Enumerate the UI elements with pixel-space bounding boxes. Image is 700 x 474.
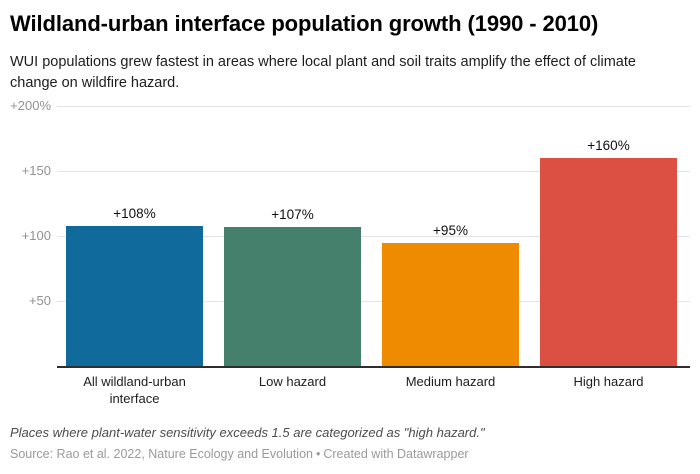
plot-area: +108% +107% +95% +160%	[57, 106, 690, 368]
bars-container: +108% +107% +95% +160%	[66, 106, 677, 366]
source-text: Source: Rao et al. 2022, Nature Ecology …	[10, 447, 313, 461]
bar-value-label: +160%	[587, 138, 630, 153]
bar-value-label: +95%	[433, 222, 468, 238]
bar-medium-hazard[interactable]	[382, 242, 519, 366]
footnote: Places where plant-water sensitivity exc…	[10, 425, 485, 440]
bar-high-hazard[interactable]	[540, 158, 677, 366]
bar-value-label: +108%	[113, 205, 156, 221]
y-tick-label: +50	[28, 293, 51, 308]
x-category-label-medium-hazard: Medium hazard	[405, 374, 496, 389]
gridline	[57, 171, 690, 172]
x-axis: All wildland-urban interface Low hazard Me…	[66, 373, 677, 407]
source-separator: •	[315, 447, 321, 461]
gridline	[57, 236, 690, 237]
bar-value-label: +107%	[271, 206, 314, 222]
source-line: Source: Rao et al. 2022, Nature Ecology …	[10, 447, 469, 461]
bar-group-all-wildland-urban-interface: +108%	[66, 106, 203, 366]
datawrapper-credit[interactable]: Created with Datawrapper	[323, 447, 469, 461]
bar-all-wildland-urban-interface[interactable]	[66, 225, 203, 366]
y-tick-label: +200%	[10, 98, 51, 113]
page-title: Wildland-urban interface population grow…	[10, 11, 599, 36]
x-category-label-high-hazard: High hazard	[573, 374, 644, 389]
bar-group-high-hazard: +160%	[540, 106, 677, 366]
x-category-label-all-wildland-urban-interface: All wildland-urban interface	[83, 374, 186, 406]
y-tick-label: +150	[21, 163, 51, 178]
bar-low-hazard[interactable]	[224, 226, 361, 366]
gridline	[57, 106, 690, 107]
y-axis: +200% +150 +100 +50	[0, 98, 51, 366]
x-category-label-low-hazard: Low hazard	[258, 374, 327, 389]
bar-group-low-hazard: +107%	[224, 106, 361, 366]
bar-group-medium-hazard: +95%	[382, 106, 519, 366]
chart-subtitle: WUI populations grew fastest in areas wh…	[10, 54, 636, 91]
y-tick-label: +100	[21, 228, 51, 243]
gridline	[57, 301, 690, 302]
